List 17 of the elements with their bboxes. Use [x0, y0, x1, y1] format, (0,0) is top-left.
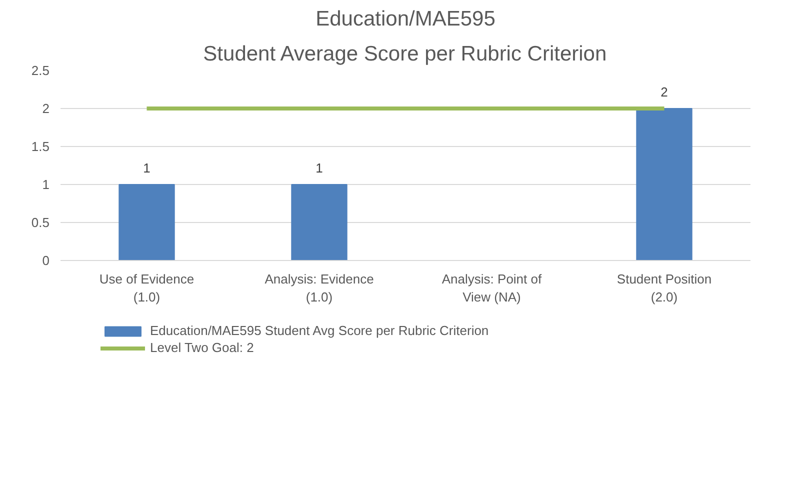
legend-label: Education/MAE595 Student Avg Score per Rubric Criterion — [150, 323, 489, 338]
data-label: 1 — [316, 160, 323, 176]
data-label: 2 — [660, 84, 668, 100]
data-label: 1 — [143, 160, 150, 176]
x-tick-label: Analysis: Evidence (1.0) — [264, 272, 374, 304]
y-tick-label: 0 — [42, 253, 50, 268]
x-tick-label: Use of Evidence (1.0) — [99, 272, 194, 304]
chart-title: Education/MAE595 — [316, 8, 496, 30]
y-tick-label: 1 — [42, 177, 50, 192]
legend-label: Level Two Goal: 2 — [150, 340, 254, 355]
chart-subtitle: Student Average Score per Rubric Criterion — [203, 42, 607, 66]
y-tick-label: 2.5 — [31, 63, 50, 78]
y-tick-label: 2 — [42, 101, 50, 116]
x-tick-label: Student Position (2.0) — [616, 272, 712, 304]
y-tick-label: 0.5 — [31, 215, 50, 230]
x-tick-label: Analysis: Point of View (NA) — [442, 272, 542, 304]
y-tick-label: 1.5 — [31, 139, 50, 154]
